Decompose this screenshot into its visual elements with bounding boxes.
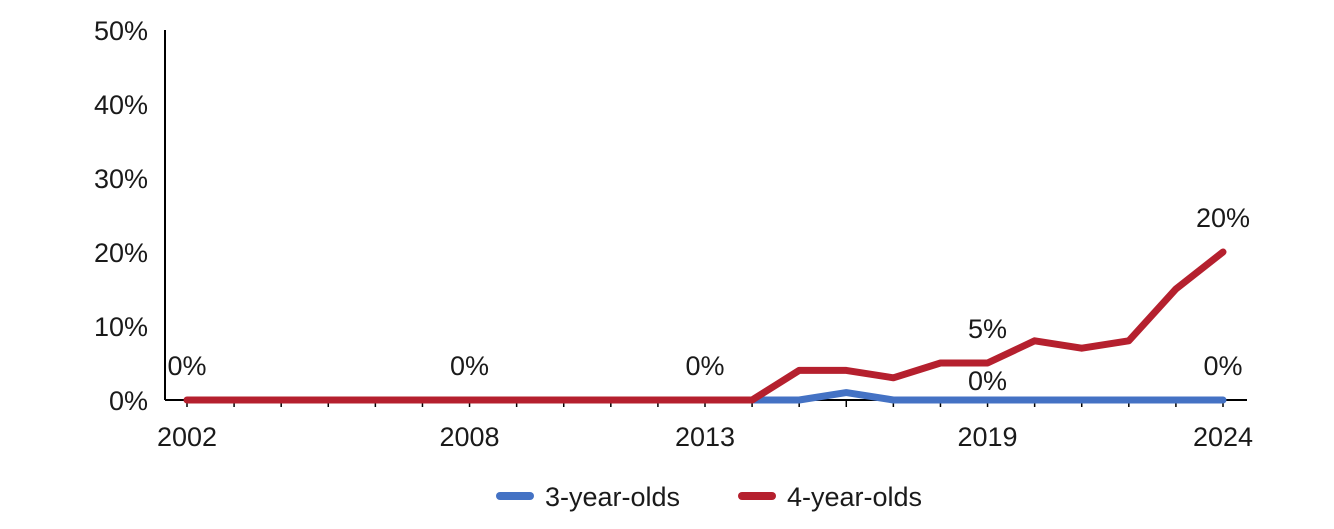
legend: 3-year-olds 4-year-olds [496,482,922,512]
data-label: 20% [1196,203,1250,233]
data-label: 0% [167,351,206,381]
data-label: 0% [968,366,1007,396]
x-tick-label: 2024 [1193,422,1253,452]
y-axis-tick-labels: 0% 10% 20% 30% 40% 50% [94,16,148,416]
x-tick-label: 2019 [958,422,1018,452]
legend-label: 4-year-olds [787,482,922,512]
y-tick-label: 0% [109,386,148,416]
x-tick-label: 2002 [157,422,217,452]
series-line-four-year-olds [183,248,1227,404]
legend-label: 3-year-olds [545,482,680,512]
data-labels: 0% 0% 0% 5% 0% 20% 0% [167,203,1250,396]
data-label: 5% [968,314,1007,344]
x-tick-label: 2013 [675,422,735,452]
series-lines [183,248,1227,404]
y-tick-label: 10% [94,312,148,342]
data-label: 0% [1203,351,1242,381]
y-tick-label: 50% [94,16,148,46]
data-label: 0% [685,351,724,381]
x-tick-label: 2008 [440,422,500,452]
series-line-three-year-olds [748,389,1227,404]
y-tick-label: 20% [94,238,148,268]
y-tick-label: 30% [94,164,148,194]
y-tick-label: 40% [94,90,148,120]
data-label: 0% [450,351,489,381]
x-axis-tick-labels: 2002 2008 2013 2019 2024 [157,422,1253,452]
